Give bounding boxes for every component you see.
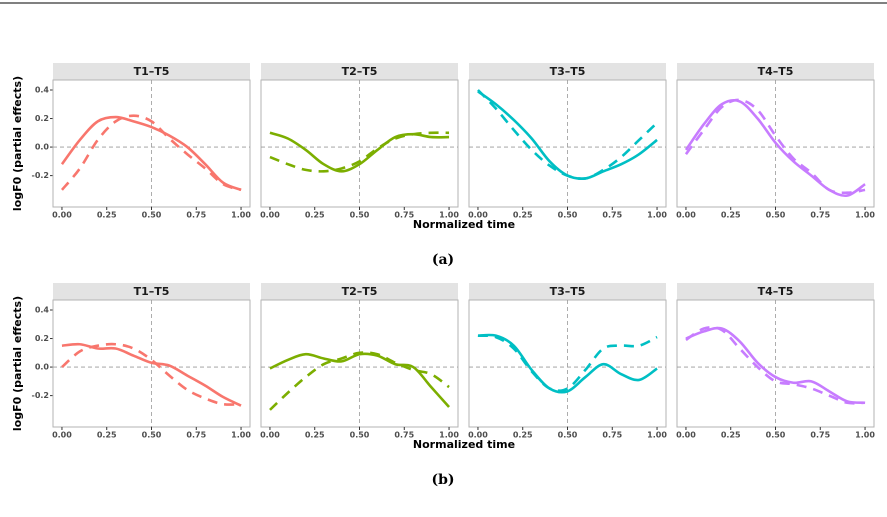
x-tick-label: 0.00 [468, 211, 488, 220]
y-tick-label: 0.4 [35, 85, 50, 94]
x-tick-label: 1.00 [231, 431, 251, 440]
x-tick-label: 0.50 [142, 211, 162, 220]
strip [53, 63, 250, 80]
strip-title: T2–T5 [342, 285, 378, 298]
x-tick-label: 0.00 [676, 211, 696, 220]
x-tick-label: 0.50 [350, 431, 370, 440]
strip [469, 283, 666, 300]
x-tick-label: 1.00 [439, 211, 459, 220]
x-tick-label: 0.25 [97, 211, 117, 220]
x-tick-label: 0.00 [52, 431, 72, 440]
x-tick-label: 0.00 [260, 211, 280, 220]
x-tick-label: 0.50 [766, 211, 786, 220]
strip-title: T1–T5 [134, 285, 170, 298]
strip [261, 283, 458, 300]
x-axis-title: Normalized time [413, 438, 515, 451]
x-tick-label: 1.00 [647, 431, 667, 440]
strip-title: T3–T5 [550, 65, 586, 78]
x-tick-label: 0.75 [186, 211, 206, 220]
x-tick-label: 1.00 [231, 211, 251, 220]
y-tick-label: 0.2 [35, 114, 49, 123]
series-line [269, 351, 450, 411]
y-tick-label: 0.4 [35, 305, 50, 314]
x-tick-label: 0.50 [558, 431, 578, 440]
x-tick-label: 1.00 [647, 211, 667, 220]
series-line [60, 114, 242, 192]
x-tick-label: 0.00 [676, 431, 696, 440]
strip-title: T3–T5 [550, 285, 586, 298]
strip [677, 283, 874, 300]
strip [53, 283, 250, 300]
strip [677, 63, 874, 80]
strip-title: T2–T5 [342, 65, 378, 78]
x-tick-label: 0.25 [721, 211, 741, 220]
series-line [477, 333, 658, 394]
x-tick-label: 0.25 [305, 211, 325, 220]
x-tick-label: 0.25 [513, 211, 533, 220]
x-tick-label: 1.00 [439, 431, 459, 440]
series-line [477, 334, 658, 392]
x-tick-label: 0.75 [602, 211, 622, 220]
caption: (b) [431, 472, 454, 488]
caption: (a) [432, 252, 454, 268]
strip [261, 63, 458, 80]
series-line [684, 98, 866, 195]
x-tick-label: 0.75 [810, 211, 830, 220]
strip [469, 63, 666, 80]
x-tick-label: 0.00 [52, 211, 72, 220]
series-line [685, 326, 866, 405]
x-tick-label: 0.75 [394, 211, 414, 220]
y-tick-label: 0.0 [35, 363, 50, 372]
x-tick-label: 0.00 [260, 431, 280, 440]
y-tick-label: -0.2 [32, 391, 50, 400]
x-tick-label: 0.50 [558, 211, 578, 220]
x-tick-label: 0.75 [810, 431, 830, 440]
strip-title: T1–T5 [134, 65, 170, 78]
series-line [477, 89, 658, 181]
y-axis-title: logF0 (partial effects) [11, 76, 24, 211]
x-tick-label: 0.25 [97, 431, 117, 440]
x-tick-label: 0.25 [721, 431, 741, 440]
x-tick-label: 0.50 [766, 431, 786, 440]
y-axis-title: logF0 (partial effects) [11, 296, 24, 431]
x-tick-label: 1.00 [855, 211, 875, 220]
x-tick-label: 0.75 [602, 431, 622, 440]
x-tick-label: 0.75 [394, 431, 414, 440]
series-line [269, 131, 450, 173]
x-tick-label: 0.25 [305, 431, 325, 440]
x-tick-label: 0.50 [142, 431, 162, 440]
x-axis-title: Normalized time [413, 218, 515, 231]
series-line [60, 115, 242, 192]
series-line [61, 342, 242, 406]
x-tick-label: 1.00 [855, 431, 875, 440]
y-tick-label: -0.2 [32, 171, 50, 180]
y-tick-label: 0.0 [35, 143, 50, 152]
x-tick-label: 0.25 [513, 431, 533, 440]
x-tick-label: 0.00 [468, 431, 488, 440]
strip-title: T4–T5 [758, 285, 794, 298]
x-tick-label: 0.50 [350, 211, 370, 220]
x-tick-label: 0.75 [186, 431, 206, 440]
y-tick-label: 0.2 [35, 334, 49, 343]
strip-title: T4–T5 [758, 65, 794, 78]
